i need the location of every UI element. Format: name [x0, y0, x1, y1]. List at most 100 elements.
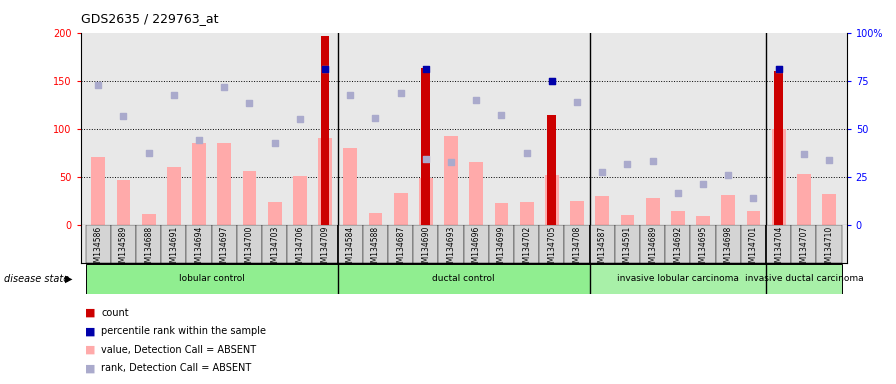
- Bar: [514, 225, 539, 263]
- Bar: [318, 138, 332, 225]
- Text: GSM134693: GSM134693: [446, 226, 455, 272]
- Point: [721, 172, 736, 178]
- Bar: [186, 225, 211, 263]
- Bar: [464, 225, 489, 263]
- Point: [167, 92, 181, 98]
- Text: GSM134689: GSM134689: [648, 226, 657, 272]
- Bar: [438, 225, 464, 263]
- Text: GSM134687: GSM134687: [396, 226, 405, 272]
- Point: [368, 115, 383, 121]
- Text: GSM134692: GSM134692: [674, 226, 683, 272]
- Text: GSM134701: GSM134701: [749, 226, 758, 272]
- Bar: [413, 225, 438, 263]
- Point: [293, 116, 307, 122]
- Text: GSM134588: GSM134588: [371, 226, 380, 272]
- Text: ■: ■: [85, 345, 96, 355]
- Text: GSM134703: GSM134703: [271, 226, 280, 272]
- Text: GSM134704: GSM134704: [774, 226, 783, 272]
- Bar: [741, 225, 766, 263]
- Bar: [116, 180, 131, 225]
- Point: [418, 156, 433, 162]
- Bar: [590, 225, 615, 263]
- Text: percentile rank within the sample: percentile rank within the sample: [101, 326, 266, 336]
- Text: GDS2635 / 229763_at: GDS2635 / 229763_at: [81, 12, 218, 25]
- Bar: [338, 225, 363, 263]
- Bar: [91, 157, 105, 225]
- Point: [142, 150, 156, 156]
- Text: GSM134702: GSM134702: [522, 226, 531, 272]
- Text: disease state: disease state: [4, 274, 70, 284]
- Bar: [343, 148, 358, 225]
- Text: ▶: ▶: [65, 274, 73, 284]
- Point: [217, 84, 231, 91]
- Text: GSM134698: GSM134698: [724, 226, 733, 272]
- Point: [797, 151, 811, 157]
- Bar: [774, 71, 783, 225]
- Bar: [716, 225, 741, 263]
- Text: GSM134591: GSM134591: [623, 226, 632, 272]
- Bar: [86, 225, 111, 263]
- Text: GSM134697: GSM134697: [220, 226, 228, 272]
- Bar: [564, 225, 590, 263]
- Point: [318, 66, 332, 72]
- Bar: [595, 196, 609, 225]
- Point: [242, 100, 256, 106]
- Point: [595, 169, 609, 175]
- Bar: [691, 225, 716, 263]
- Bar: [671, 211, 685, 225]
- Point: [746, 195, 761, 201]
- Text: GSM134709: GSM134709: [321, 226, 330, 272]
- Bar: [363, 225, 388, 263]
- Bar: [161, 225, 186, 263]
- Bar: [621, 215, 634, 225]
- Text: GSM134707: GSM134707: [799, 226, 808, 272]
- Bar: [823, 194, 836, 225]
- Text: GSM134695: GSM134695: [699, 226, 708, 272]
- Bar: [746, 211, 761, 225]
- Text: GSM134700: GSM134700: [245, 226, 254, 272]
- Point: [268, 140, 282, 146]
- Bar: [142, 214, 156, 225]
- Point: [671, 190, 685, 196]
- Point: [520, 150, 534, 156]
- Bar: [237, 225, 262, 263]
- Text: ■: ■: [85, 326, 96, 336]
- Text: GSM134710: GSM134710: [824, 226, 833, 272]
- Point: [696, 181, 711, 187]
- Bar: [646, 198, 659, 225]
- Bar: [640, 225, 665, 263]
- Text: rank, Detection Call = ABSENT: rank, Detection Call = ABSENT: [101, 363, 252, 373]
- Bar: [111, 225, 136, 263]
- Bar: [570, 201, 584, 225]
- Bar: [665, 225, 691, 263]
- Point: [318, 66, 332, 72]
- Text: GSM134691: GSM134691: [169, 226, 178, 272]
- Point: [620, 161, 634, 167]
- Text: GSM134584: GSM134584: [346, 226, 355, 272]
- Text: GSM134694: GSM134694: [194, 226, 203, 272]
- Point: [192, 137, 206, 143]
- Point: [116, 113, 131, 119]
- Bar: [338, 264, 590, 294]
- Bar: [268, 202, 281, 225]
- Bar: [816, 225, 841, 263]
- Text: value, Detection Call = ABSENT: value, Detection Call = ABSENT: [101, 345, 256, 355]
- Bar: [444, 136, 458, 225]
- Text: GSM134586: GSM134586: [94, 226, 103, 272]
- Text: GSM134708: GSM134708: [573, 226, 582, 272]
- Bar: [262, 225, 288, 263]
- Bar: [218, 143, 231, 225]
- Text: GSM134705: GSM134705: [547, 226, 556, 272]
- Bar: [421, 68, 430, 225]
- Bar: [368, 213, 383, 225]
- Point: [343, 92, 358, 98]
- Bar: [766, 225, 791, 263]
- Text: GSM134587: GSM134587: [598, 226, 607, 272]
- Bar: [288, 225, 313, 263]
- Bar: [590, 264, 766, 294]
- Point: [822, 157, 836, 164]
- Bar: [136, 225, 161, 263]
- Text: GSM134690: GSM134690: [421, 226, 430, 272]
- Bar: [771, 129, 786, 225]
- Bar: [321, 36, 330, 225]
